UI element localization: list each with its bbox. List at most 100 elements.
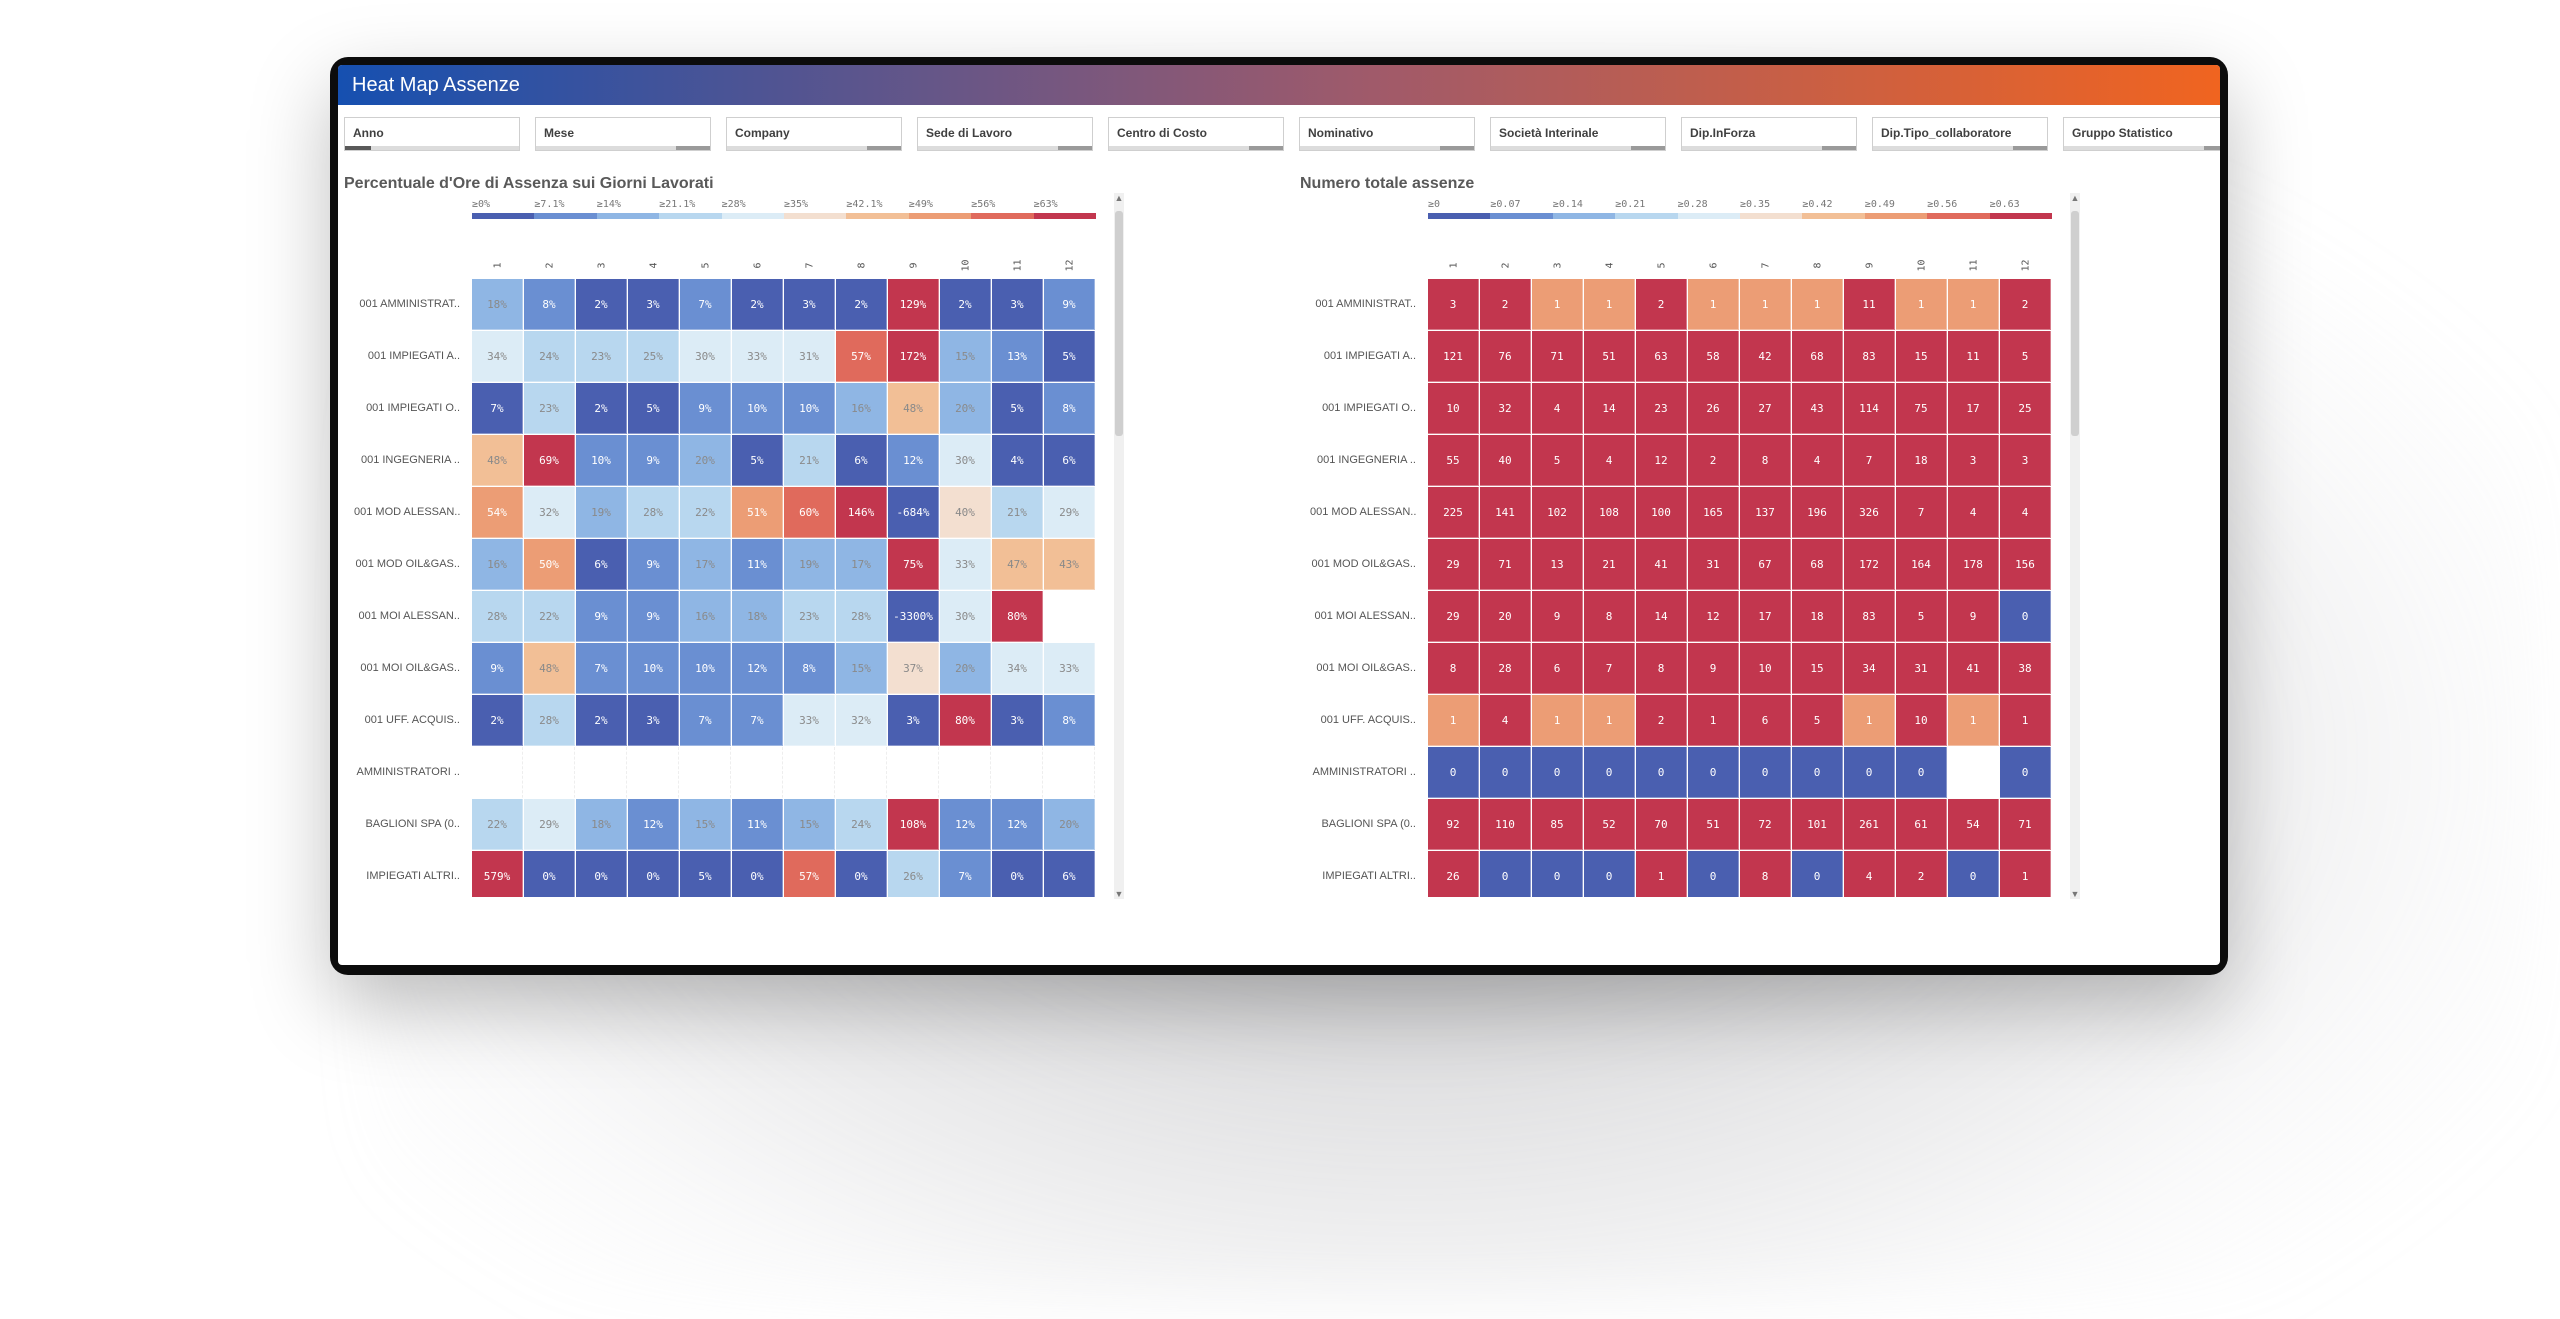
right-heatmap-cell[interactable]: 137: [1740, 487, 1791, 538]
right-heatmap-cell[interactable]: 0: [2000, 747, 2051, 798]
right-heatmap-cell[interactable]: 1: [1896, 279, 1947, 330]
filter-societ-interinale[interactable]: Società Interinale: [1490, 117, 1666, 151]
right-heatmap-cell[interactable]: 29: [1428, 591, 1479, 642]
right-heatmap-cell[interactable]: 4: [1948, 487, 1999, 538]
left-heatmap-cell[interactable]: 5%: [1044, 331, 1095, 382]
left-heatmap-cell[interactable]: [524, 747, 575, 798]
right-heatmap-cell[interactable]: 0: [1636, 747, 1687, 798]
right-heatmap-cell[interactable]: 71: [1480, 539, 1531, 590]
right-heatmap-cell[interactable]: 1: [1532, 695, 1583, 746]
left-heatmap-cell[interactable]: 69%: [524, 435, 575, 486]
right-heatmap-cell[interactable]: 34: [1844, 643, 1895, 694]
right-heatmap-cell[interactable]: 2: [1480, 279, 1531, 330]
right-heatmap-cell[interactable]: 1: [1844, 695, 1895, 746]
right-heatmap-cell[interactable]: 108: [1584, 487, 1635, 538]
right-heatmap-cell[interactable]: 61: [1896, 799, 1947, 850]
left-heatmap-cell[interactable]: 9%: [472, 643, 523, 694]
right-heatmap-cell[interactable]: 0: [1584, 851, 1635, 897]
left-heatmap-cell[interactable]: 50%: [524, 539, 575, 590]
right-heatmap-cell[interactable]: 0: [1740, 747, 1791, 798]
left-heatmap-cell[interactable]: 9%: [1044, 279, 1095, 330]
right-heatmap-cell[interactable]: 27: [1740, 383, 1791, 434]
right-heatmap-cell[interactable]: 76: [1480, 331, 1531, 382]
left-heatmap-cell[interactable]: 29%: [1044, 487, 1095, 538]
right-heatmap-cell[interactable]: 5: [1896, 591, 1947, 642]
left-heatmap-cell[interactable]: 3%: [888, 695, 939, 746]
left-heatmap-cell[interactable]: [836, 747, 887, 798]
left-heatmap-cell[interactable]: 6%: [1044, 851, 1095, 897]
right-heatmap-cell[interactable]: 7: [1844, 435, 1895, 486]
right-heatmap-cell[interactable]: 14: [1584, 383, 1635, 434]
right-heatmap-cell[interactable]: 70: [1636, 799, 1687, 850]
left-heatmap-cell[interactable]: [732, 747, 783, 798]
right-heatmap-cell[interactable]: 31: [1896, 643, 1947, 694]
right-heatmap-cell[interactable]: 0: [1688, 747, 1739, 798]
right-heatmap-cell[interactable]: 32: [1480, 383, 1531, 434]
left-heatmap-cell[interactable]: 43%: [1044, 539, 1095, 590]
left-heatmap-cell[interactable]: 21%: [784, 435, 835, 486]
right-heatmap-cell[interactable]: 8: [1740, 851, 1791, 897]
right-heatmap-cell[interactable]: 83: [1844, 331, 1895, 382]
right-heatmap-cell[interactable]: 3: [1428, 279, 1479, 330]
right-heatmap-cell[interactable]: 17: [1740, 591, 1791, 642]
left-heatmap-cell[interactable]: [1044, 747, 1095, 798]
right-heatmap-cell[interactable]: 85: [1532, 799, 1583, 850]
right-heatmap-cell[interactable]: 28: [1480, 643, 1531, 694]
right-heatmap-cell[interactable]: 14: [1636, 591, 1687, 642]
right-heatmap-cell[interactable]: 1: [1636, 851, 1687, 897]
right-heatmap-cell[interactable]: 55: [1428, 435, 1479, 486]
right-heatmap-cell[interactable]: 6: [1532, 643, 1583, 694]
left-heatmap-cell[interactable]: [940, 747, 991, 798]
left-heatmap-cell[interactable]: 5%: [732, 435, 783, 486]
left-heatmap-cell[interactable]: 7%: [680, 279, 731, 330]
left-heatmap-cell[interactable]: 7%: [732, 695, 783, 746]
left-heatmap-cell[interactable]: 10%: [576, 435, 627, 486]
left-heatmap-cell[interactable]: 2%: [940, 279, 991, 330]
left-heatmap-cell[interactable]: 0%: [524, 851, 575, 897]
filter-dip-tipo-collaboratore[interactable]: Dip.Tipo_collaboratore: [1872, 117, 2048, 151]
right-heatmap-cell[interactable]: 121: [1428, 331, 1479, 382]
right-heatmap-cell[interactable]: 8: [1740, 435, 1791, 486]
left-heatmap-cell[interactable]: 2%: [836, 279, 887, 330]
right-heatmap-cell[interactable]: 58: [1688, 331, 1739, 382]
left-vertical-scrollbar[interactable]: ▲ ▼: [1114, 193, 1124, 899]
left-heatmap-cell[interactable]: 24%: [836, 799, 887, 850]
right-heatmap-cell[interactable]: 0: [1792, 851, 1843, 897]
right-heatmap-cell[interactable]: 5: [1532, 435, 1583, 486]
left-heatmap-cell[interactable]: 579%: [472, 851, 523, 897]
right-heatmap-cell[interactable]: 54: [1948, 799, 1999, 850]
right-heatmap-cell[interactable]: 15: [1896, 331, 1947, 382]
left-heatmap-cell[interactable]: 30%: [940, 435, 991, 486]
left-heatmap-cell[interactable]: 10%: [732, 383, 783, 434]
left-heatmap-cell[interactable]: 48%: [888, 383, 939, 434]
left-heatmap-cell[interactable]: 0%: [628, 851, 679, 897]
left-heatmap-cell[interactable]: 12%: [992, 799, 1043, 850]
right-heatmap-cell[interactable]: 41: [1948, 643, 1999, 694]
right-heatmap-cell[interactable]: 114: [1844, 383, 1895, 434]
right-heatmap-cell[interactable]: 0: [1688, 851, 1739, 897]
filter-dip-inforza[interactable]: Dip.InForza: [1681, 117, 1857, 151]
left-heatmap-cell[interactable]: 15%: [836, 643, 887, 694]
right-heatmap-cell[interactable]: 75: [1896, 383, 1947, 434]
left-heatmap-cell[interactable]: 9%: [628, 435, 679, 486]
left-heatmap-cell[interactable]: 33%: [732, 331, 783, 382]
left-heatmap-cell[interactable]: [1044, 591, 1095, 642]
left-heatmap-cell[interactable]: 8%: [1044, 695, 1095, 746]
right-heatmap-cell[interactable]: 10: [1896, 695, 1947, 746]
right-heatmap-cell[interactable]: 25: [2000, 383, 2051, 434]
right-heatmap-cell[interactable]: 13: [1532, 539, 1583, 590]
right-heatmap-cell[interactable]: 23: [1636, 383, 1687, 434]
left-heatmap-cell[interactable]: 40%: [940, 487, 991, 538]
right-heatmap-cell[interactable]: 72: [1740, 799, 1791, 850]
right-heatmap-cell[interactable]: 1: [2000, 695, 2051, 746]
left-heatmap-cell[interactable]: 108%: [888, 799, 939, 850]
right-heatmap-cell[interactable]: 178: [1948, 539, 1999, 590]
left-heatmap-cell[interactable]: 8%: [524, 279, 575, 330]
left-heatmap-cell[interactable]: 32%: [836, 695, 887, 746]
left-heatmap-cell[interactable]: 12%: [732, 643, 783, 694]
left-heatmap-cell[interactable]: 60%: [784, 487, 835, 538]
right-heatmap-cell[interactable]: 225: [1428, 487, 1479, 538]
right-heatmap-cell[interactable]: 0: [1480, 851, 1531, 897]
filter-sede-di-lavoro[interactable]: Sede di Lavoro: [917, 117, 1093, 151]
right-heatmap-cell[interactable]: 11: [1844, 279, 1895, 330]
